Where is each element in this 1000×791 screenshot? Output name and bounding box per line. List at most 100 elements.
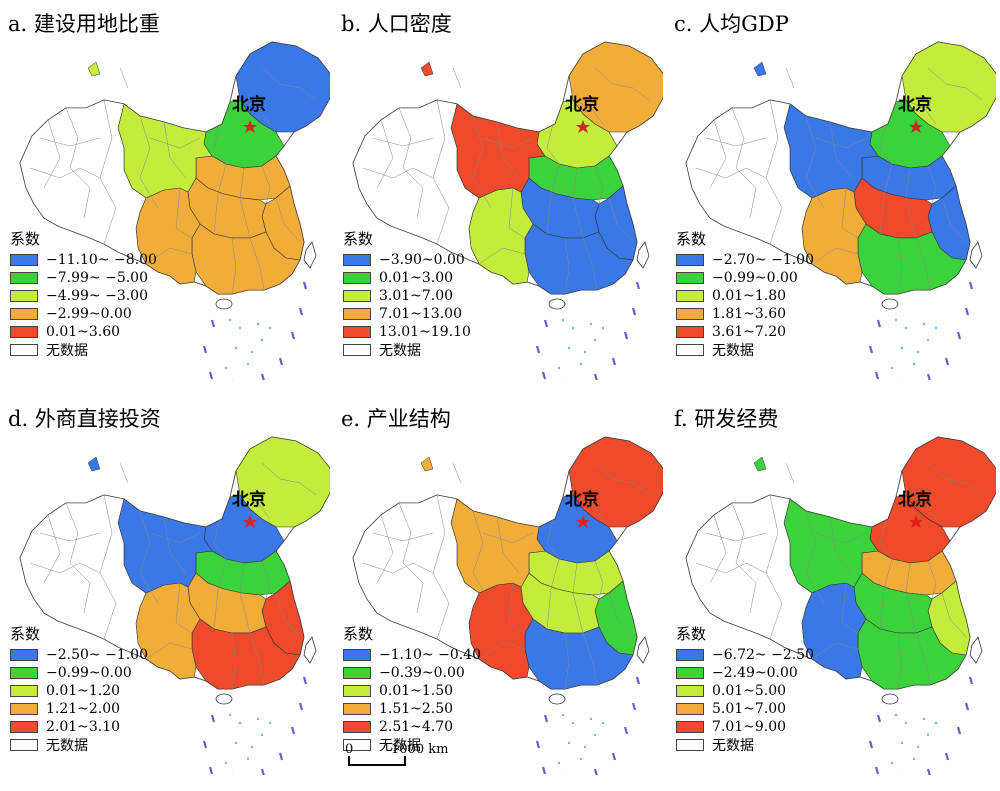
panel-title: e. 产业结构 xyxy=(341,407,451,431)
legend-swatch xyxy=(676,649,704,661)
boundary-line xyxy=(376,119,394,189)
legend-label: −2.50~ −1.00 xyxy=(46,647,148,663)
island-dot xyxy=(934,721,938,725)
island-dot xyxy=(238,326,242,330)
legend-item: −7.99~ −5.00 xyxy=(10,269,157,287)
legend-item: 1.81~3.60 xyxy=(676,305,814,323)
island-dot xyxy=(579,757,583,761)
legend-label: 1.21~2.00 xyxy=(46,701,121,717)
legend-item: −2.99~0.00 xyxy=(10,305,157,323)
island-dot xyxy=(589,322,593,326)
boundary-line xyxy=(65,107,91,219)
legend-item: −0.39~0.00 xyxy=(343,664,481,682)
boundary-line xyxy=(811,247,859,265)
legend-item: −1.10~ −0.40 xyxy=(343,646,481,664)
legend-item: −2.50~ −1.00 xyxy=(10,646,148,664)
island-dot xyxy=(571,721,575,725)
island-dot xyxy=(579,362,583,366)
boundary-line xyxy=(261,165,271,205)
boundary-line xyxy=(705,532,767,542)
boundary-line xyxy=(941,197,967,243)
boundary-line xyxy=(175,187,193,239)
island-dot xyxy=(268,326,272,330)
island-dot xyxy=(224,761,228,765)
legend-label: 0.01~1.50 xyxy=(379,683,454,699)
legend-label: −6.72~ −2.50 xyxy=(712,647,814,663)
legend-label: 1.81~3.60 xyxy=(712,306,787,322)
taiwan-island xyxy=(303,636,317,664)
boundary-dash xyxy=(964,307,970,316)
boundary-line xyxy=(175,582,193,634)
island-dot xyxy=(256,322,260,326)
legend-item: −2.49~0.00 xyxy=(676,664,814,682)
boundary-line xyxy=(249,632,265,686)
boundary-line xyxy=(119,462,201,544)
legend-label: 0.01~1.20 xyxy=(46,683,121,699)
boundary-line xyxy=(398,107,424,219)
panel-title: c. 人均GDP xyxy=(674,12,789,36)
panel-title: d. 外商直接投资 xyxy=(8,407,161,431)
island-dot xyxy=(256,717,260,721)
legend-swatch xyxy=(343,254,371,266)
island-dot xyxy=(228,713,232,717)
legend-label: −2.70~ −1.00 xyxy=(712,252,814,268)
boundary-line xyxy=(927,67,983,101)
boundary-line xyxy=(546,123,560,165)
beijing-star-icon xyxy=(576,515,590,528)
boundary-line xyxy=(508,582,526,634)
legend-label: −7.99~ −5.00 xyxy=(46,270,148,286)
boundary-line xyxy=(145,642,193,660)
legend-swatch xyxy=(10,308,38,320)
legend: 系数 −2.70~ −1.00 −0.99~0.00 0.01~1.80 1.81~3.… xyxy=(676,228,814,359)
boundary-line xyxy=(572,99,604,125)
legend-label: 13.01~19.10 xyxy=(379,324,471,340)
boundary-dash xyxy=(868,740,874,749)
legend-item: 0.01~1.80 xyxy=(676,287,814,305)
island-dot xyxy=(894,318,898,322)
boundary-dash xyxy=(210,714,216,723)
boundary-line xyxy=(452,67,534,149)
beijing-star-icon xyxy=(243,120,257,133)
boundary-line xyxy=(608,592,634,638)
legend-item: 0.01~3.60 xyxy=(10,323,157,341)
map-panel-f: f. 研发经费 北京 系数 −6.72~ −2.50 −2.49~0.00 0.01~5.… xyxy=(666,395,996,775)
taiwan-island xyxy=(636,636,650,664)
boundary-line xyxy=(249,237,265,291)
legend-swatch xyxy=(676,721,704,733)
region-patch xyxy=(87,61,101,77)
boundary-line xyxy=(941,592,967,638)
beijing-label: 北京 xyxy=(898,95,932,115)
island-dot xyxy=(926,733,930,737)
beijing-star-icon xyxy=(909,120,923,133)
boundary-line xyxy=(213,163,227,235)
boundary-dash xyxy=(876,319,882,328)
boundary-line xyxy=(897,237,903,295)
legend-swatch xyxy=(343,721,371,733)
boundary-line xyxy=(805,510,825,604)
legend-label: −11.10~ −8.00 xyxy=(46,252,157,268)
legend-swatch xyxy=(10,649,38,661)
legend-label: 7.01~13.00 xyxy=(379,306,462,322)
hainan-island xyxy=(881,693,899,705)
island-dot xyxy=(890,366,894,370)
boundary-dash xyxy=(611,357,617,366)
legend-swatch xyxy=(343,272,371,284)
island-dot xyxy=(912,757,916,761)
legend-label: 无数据 xyxy=(379,738,421,754)
island-dot xyxy=(601,721,605,725)
boundary-line xyxy=(905,99,937,125)
legend-swatch xyxy=(676,344,704,356)
boundary-dash xyxy=(876,714,882,723)
map-panel-e: e. 产业结构 北京 系数 −1.10~ −0.40 −0.39~0.00 0.01~1.… xyxy=(333,395,663,775)
island-dot xyxy=(589,717,593,721)
boundary-line xyxy=(927,560,937,600)
island-dot xyxy=(583,745,587,749)
legend-swatch xyxy=(10,326,38,338)
island-dot xyxy=(900,346,904,350)
boundary-line xyxy=(829,121,853,179)
boundary-line xyxy=(564,632,570,690)
legend-label: 2.51~4.70 xyxy=(379,719,454,735)
boundary-line xyxy=(496,121,520,179)
legend-swatch xyxy=(676,272,704,284)
region-patch xyxy=(420,61,434,77)
